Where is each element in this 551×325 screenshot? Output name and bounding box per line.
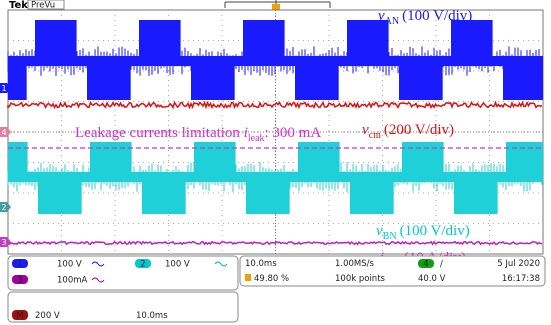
time: 16:17:38: [502, 274, 540, 284]
wave-low: [295, 66, 339, 100]
wave-low: [350, 182, 394, 214]
marker-label: 3: [1, 238, 6, 247]
wave-low: [142, 182, 186, 214]
math-id: M: [16, 311, 23, 321]
trigger-pos-icon: [245, 274, 251, 281]
marker-label: 1: [1, 84, 6, 93]
wave-high: [451, 20, 493, 56]
ch2-scale: 100 V: [165, 260, 190, 270]
marker-label: 4: [1, 128, 6, 137]
marker-label: 2: [1, 203, 6, 212]
timebase: 10.0ms: [245, 259, 277, 269]
trigger-slope: /: [440, 260, 443, 270]
wave-low: [38, 182, 82, 214]
wave-high: [298, 142, 340, 172]
math-time: 10.0ms: [136, 311, 168, 321]
wave-high: [139, 20, 181, 56]
wave-high: [402, 142, 444, 172]
date: 5 Jul 2020: [497, 259, 540, 269]
wave-low: [399, 66, 443, 100]
mode: PreVu: [31, 1, 55, 11]
ch3-scale: 100mA: [57, 276, 88, 286]
wave-high: [8, 142, 28, 172]
trigger-channel: 4: [423, 260, 428, 270]
wave-high: [243, 20, 285, 56]
brand: Tek: [9, 0, 28, 11]
record-length: 100k points: [335, 274, 386, 284]
trigger-pos: 49.80 %: [254, 274, 289, 284]
wave-low: [191, 66, 235, 100]
wave-low: [87, 66, 131, 100]
oscilloscope-screen: Tek PreVu vAN(100 V/div) vcm(200 V/div) …: [0, 0, 551, 325]
wave-high: [347, 20, 389, 56]
ch1-id: 1: [17, 260, 22, 270]
wave-low: [246, 182, 290, 214]
sample-rate: 1.00MS/s: [335, 259, 375, 269]
channel-box: [8, 256, 238, 290]
ch1-scale: 100 V: [57, 260, 82, 270]
ch3-id: 3: [17, 276, 22, 286]
trigger-level: 40.0 V: [418, 274, 446, 284]
wave-high: [90, 142, 132, 172]
math-scale: 200 V: [35, 311, 60, 321]
ch2-id: 2: [140, 260, 145, 270]
